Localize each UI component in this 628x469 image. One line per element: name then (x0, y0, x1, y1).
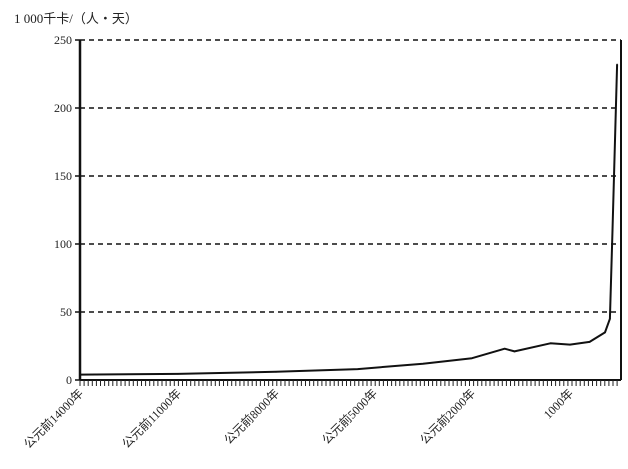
data-point (422, 362, 424, 365)
data-point (471, 357, 473, 360)
y-tick-label: 250 (54, 33, 72, 47)
x-tick-label: 公元前11000年 (119, 386, 184, 451)
x-tick-label: 公元前8000年 (221, 386, 283, 448)
data-point (177, 373, 179, 375)
x-tick-label: 公元前14000年 (20, 386, 86, 452)
data-point (503, 347, 506, 350)
data-point (609, 318, 611, 320)
y-tick-label: 50 (60, 305, 72, 319)
y-tick-label: 150 (54, 169, 72, 183)
x-tick-label: 1000年 (541, 386, 576, 421)
y-tick-label: 100 (54, 237, 72, 251)
data-point (549, 342, 552, 345)
x-tick-label: 公元前5000年 (319, 386, 381, 448)
data-point (604, 331, 606, 334)
data-point (569, 343, 571, 346)
data-point (588, 341, 591, 343)
data-point (356, 368, 359, 370)
series-line (79, 64, 619, 376)
y-tick-label: 200 (54, 101, 72, 115)
data-point (616, 63, 618, 66)
data-point (513, 350, 516, 353)
y-tick-label: 0 (66, 373, 72, 387)
y-axis-unit-label: 1 000千卡/（人・天） (14, 11, 138, 26)
x-tick-label: 公元前2000年 (417, 386, 479, 448)
data-point (79, 373, 81, 376)
data-point (275, 371, 277, 373)
data-point (611, 229, 614, 232)
